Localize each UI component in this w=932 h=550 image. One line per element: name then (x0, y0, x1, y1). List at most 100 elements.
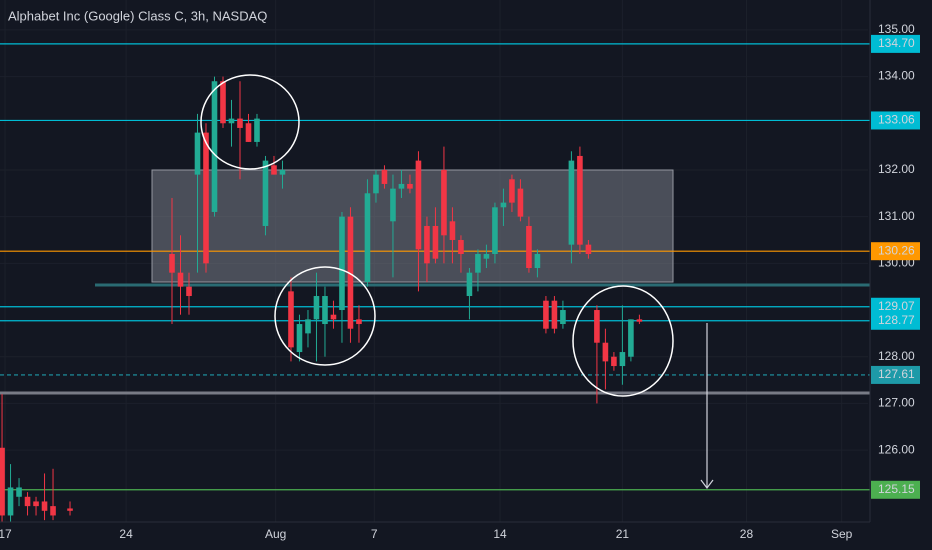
highlight-circle (572, 285, 674, 397)
axes: 126.00127.00128.00130.00131.00132.00134.… (0, 22, 920, 541)
candle-body (492, 207, 498, 254)
price-axis (870, 0, 932, 550)
candle-body (356, 319, 362, 325)
x-tick-label: 14 (493, 527, 507, 541)
candle-body (211, 81, 218, 212)
candle-body (186, 286, 192, 297)
level-label-box (871, 311, 920, 330)
levels (0, 43, 870, 491)
level-label: 129.07 (878, 299, 915, 313)
candle-body (67, 508, 73, 511)
y-tick-label: 132.00 (878, 162, 915, 176)
candle-body (432, 225, 439, 259)
candle-body (560, 310, 566, 325)
candle-body (364, 193, 371, 283)
x-tick-label: 28 (740, 527, 754, 541)
highlight-circle (274, 266, 376, 366)
candle-body (305, 319, 311, 334)
y-tick-label: 128.00 (878, 349, 915, 363)
candle-body (7, 487, 14, 516)
candle-body (381, 169, 388, 184)
candle-body (500, 202, 507, 208)
x-tick-label: 21 (616, 527, 630, 541)
x-tick-label: 24 (119, 527, 133, 541)
level-label: 125.15 (878, 482, 915, 496)
candle-body (449, 221, 456, 240)
y-tick-label: 135.00 (878, 22, 915, 36)
candle-body (568, 160, 575, 245)
level-label: 127.61 (878, 367, 915, 381)
chart-title: Alphabet Inc (Google) Class C, 3h, NASDA… (8, 8, 267, 23)
level-label: 134.70 (878, 36, 915, 50)
candle-body (279, 169, 286, 175)
candle-body (483, 253, 490, 259)
level-label: 133.06 (878, 113, 915, 127)
candle-body (390, 188, 396, 222)
candle-body (0, 447, 5, 516)
candle-body (441, 169, 447, 236)
level-label: 130.26 (878, 243, 915, 257)
candle-body (619, 352, 626, 367)
candle-body (262, 160, 269, 226)
candle-body (50, 506, 56, 516)
candle-body (611, 356, 617, 367)
candle-body (466, 272, 473, 297)
candle-body (24, 496, 31, 507)
candle-body (271, 165, 277, 175)
y-tick-label: 127.00 (878, 396, 915, 410)
candle-body (288, 291, 294, 348)
candle-body (594, 310, 600, 343)
candle-body (373, 174, 379, 194)
y-tick-label: 131.00 (878, 209, 915, 223)
level-label-box (871, 242, 920, 261)
level-label-box (871, 365, 920, 384)
candle-body (543, 300, 549, 329)
range-zone (151, 169, 674, 283)
candle-body (407, 183, 413, 189)
candle-body (347, 216, 354, 329)
x-tick-label: Aug (265, 527, 286, 541)
candle-body (517, 188, 524, 217)
level-label-box (871, 480, 920, 499)
level-label: 128.77 (878, 313, 915, 327)
candle-body (577, 155, 583, 245)
candle-body (313, 296, 320, 320)
time-axis (0, 522, 870, 550)
candle-body (254, 118, 260, 142)
candle-body (398, 183, 405, 189)
candle-body (237, 118, 243, 128)
candle-body (220, 81, 226, 124)
candle-body (509, 179, 515, 203)
candle-body (339, 216, 345, 311)
candle-body (322, 296, 328, 325)
candle-body (169, 253, 175, 273)
candle-body (296, 324, 303, 353)
level-label-box (871, 111, 920, 130)
candle-body (458, 239, 464, 254)
candle-body (203, 132, 209, 264)
candle-body (636, 319, 643, 322)
candle-body (245, 123, 252, 142)
y-tick-label: 126.00 (878, 442, 915, 456)
x-tick-label: Sep (831, 527, 853, 541)
level-label-box (871, 297, 920, 316)
highlight-circle (200, 74, 300, 170)
candle-body (475, 253, 481, 273)
candle-body (177, 272, 184, 287)
candle-body (330, 314, 337, 320)
candle-body (424, 225, 430, 264)
candle-body (585, 244, 592, 254)
candle-body (228, 118, 235, 124)
candle-body (526, 225, 532, 269)
candles (0, 76, 643, 525)
candle-body (534, 253, 541, 269)
candle-body (194, 132, 201, 175)
candle-body (41, 501, 48, 511)
x-tick-label: 17 (0, 527, 12, 541)
candle-body (602, 342, 609, 362)
candle-body (16, 487, 22, 497)
candle-body (33, 501, 39, 507)
arrow-head (700, 479, 714, 489)
